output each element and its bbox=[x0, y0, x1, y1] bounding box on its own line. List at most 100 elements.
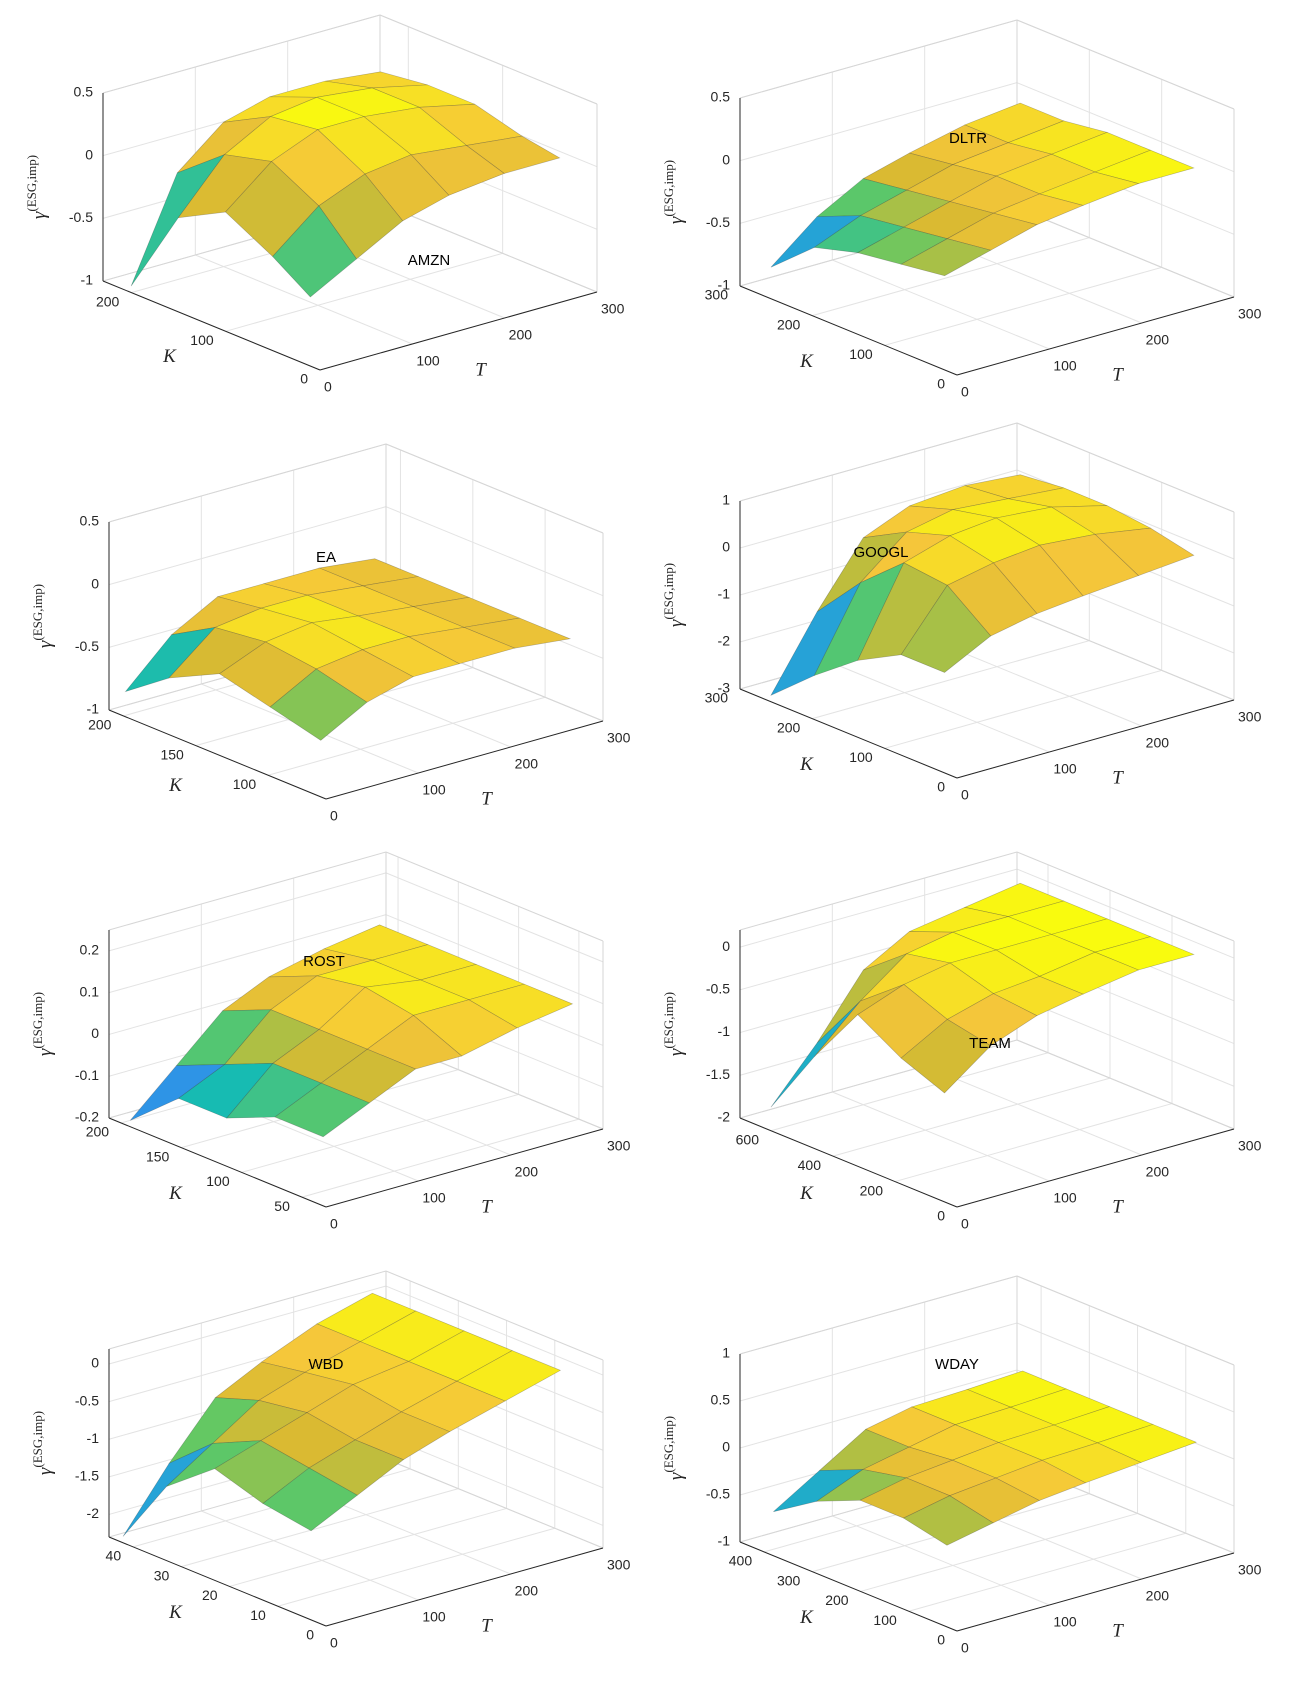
x-tick-label: 100 bbox=[206, 1173, 230, 1189]
z-axis-label: γ(ESG,imp) bbox=[661, 563, 687, 627]
y-tick-label: 100 bbox=[416, 353, 440, 369]
x-axis-label: K bbox=[168, 1183, 183, 1204]
z-tick-label: -1 bbox=[87, 1430, 100, 1446]
x-axis-label: K bbox=[799, 1607, 814, 1628]
x-tick-label: 100 bbox=[873, 1612, 897, 1628]
z-tick-label: -2 bbox=[87, 1505, 100, 1521]
surface-patch bbox=[863, 505, 954, 538]
x-tick-label: 200 bbox=[777, 719, 801, 735]
z-tick-label: 0 bbox=[85, 146, 93, 162]
y-axis-label: T bbox=[481, 1196, 493, 1217]
grid-line bbox=[108, 506, 604, 597]
z-tick-label: 1 bbox=[722, 492, 730, 508]
z-axis-label: γ(ESG,imp) bbox=[661, 1416, 687, 1480]
surface-patch bbox=[859, 1477, 951, 1519]
axis-line bbox=[108, 1349, 604, 1627]
surface-patch bbox=[813, 562, 905, 677]
panel: 01002003000100200300-3-2-101KTγ(ESG,imp)… bbox=[661, 422, 1262, 803]
surface-patch bbox=[274, 1082, 370, 1138]
y-tick-label: 200 bbox=[515, 1583, 539, 1599]
x-tick-label: 50 bbox=[274, 1198, 290, 1214]
surface-patch bbox=[130, 1064, 226, 1121]
x-tick-label: 30 bbox=[154, 1567, 170, 1583]
z-tick-label: 0.1 bbox=[80, 983, 100, 999]
y-axis-label: T bbox=[1112, 1196, 1124, 1217]
x-tick-label: 0 bbox=[937, 376, 945, 392]
surface-patch bbox=[122, 1443, 213, 1537]
surface-patch bbox=[216, 583, 309, 609]
z-axis-superscript: (ESG,imp) bbox=[24, 155, 39, 212]
y-tick-label: 300 bbox=[607, 1557, 631, 1573]
surface-patch bbox=[813, 215, 905, 254]
surface-patch bbox=[964, 102, 1065, 144]
y-tick-label: 300 bbox=[601, 301, 625, 317]
grid-line bbox=[200, 1323, 419, 1601]
z-axis-symbol: γ bbox=[35, 1048, 56, 1056]
x-tick-label: 100 bbox=[849, 749, 873, 765]
x-tick-label: 100 bbox=[849, 346, 873, 362]
y-axis-label: T bbox=[1112, 1620, 1124, 1641]
surface-patch bbox=[949, 1477, 1040, 1524]
x-tick-label: 400 bbox=[729, 1553, 753, 1569]
y-tick-label: 0 bbox=[324, 379, 332, 395]
surface-patch bbox=[272, 205, 357, 298]
y-tick-label: 200 bbox=[515, 1164, 539, 1180]
x-tick-label: 200 bbox=[88, 717, 112, 733]
chart-title: ROST bbox=[303, 953, 345, 970]
z-tick-label: 0 bbox=[722, 1439, 730, 1455]
y-tick-label: 0 bbox=[961, 1216, 969, 1232]
z-tick-label: -0.5 bbox=[69, 209, 93, 225]
surface-patch bbox=[226, 1062, 322, 1119]
x-tick-label: 200 bbox=[860, 1182, 884, 1198]
z-tick-label: -1 bbox=[718, 1023, 731, 1039]
x-tick-label: 0 bbox=[306, 1627, 314, 1643]
axis-line bbox=[108, 522, 604, 800]
panel: 50 100 150 200 0 100 200 300 -0.2 -0.1 0 0.1 0.2 K Tγ(… bbox=[30, 851, 631, 1232]
x-axis-label: K bbox=[799, 754, 814, 775]
z-tick-label: -3 bbox=[718, 680, 731, 696]
grid-line bbox=[108, 872, 604, 963]
axis-line bbox=[739, 930, 1235, 1208]
z-axis-symbol: γ bbox=[666, 1048, 687, 1056]
y-tick-label: 200 bbox=[515, 756, 539, 772]
axis-line bbox=[739, 501, 1235, 779]
chart-title: DLTR bbox=[949, 130, 987, 147]
x-tick-label: 200 bbox=[86, 1124, 110, 1140]
grid-line bbox=[739, 1322, 1235, 1413]
axis-line bbox=[102, 93, 598, 371]
surface-patch bbox=[902, 1495, 994, 1546]
z-tick-label: -0.5 bbox=[75, 1392, 99, 1408]
x-tick-label: 0 bbox=[937, 1632, 945, 1648]
chart-title: GOOGL bbox=[853, 544, 908, 561]
surface-patch bbox=[900, 1019, 992, 1094]
z-axis-superscript: (ESG,imp) bbox=[661, 160, 676, 217]
surface-patch bbox=[168, 627, 267, 679]
y-tick-label: 200 bbox=[1146, 332, 1170, 348]
grid-line bbox=[108, 914, 604, 1005]
chart-title: EA bbox=[316, 549, 336, 566]
z-tick-label: 0 bbox=[722, 151, 730, 167]
x-tick-label: 300 bbox=[777, 1572, 801, 1588]
z-tick-label: 0 bbox=[91, 575, 99, 591]
surface-patch bbox=[997, 1424, 1099, 1461]
surface-patch bbox=[214, 1440, 310, 1504]
grid-line bbox=[739, 19, 1235, 110]
axis-line bbox=[739, 1354, 1235, 1632]
panel: 0 100 200 300 400 0 100 200 300 -1 -0.5 0 0.5 1 K Tγ(ES… bbox=[661, 1275, 1262, 1656]
surface-patch bbox=[770, 1000, 861, 1108]
surface-patch bbox=[816, 953, 907, 1044]
y-tick-label: 200 bbox=[509, 327, 533, 343]
x-tick-label: 150 bbox=[146, 1148, 170, 1164]
chart-title: AMZN bbox=[408, 252, 451, 269]
z-axis-label: γ(ESG,imp) bbox=[24, 155, 50, 219]
z-tick-label: 0.5 bbox=[711, 89, 731, 105]
chart-title: WDAY bbox=[935, 1356, 979, 1373]
z-tick-label: -0.5 bbox=[706, 981, 730, 997]
y-tick-label: 100 bbox=[1053, 358, 1077, 374]
y-axis-label: T bbox=[481, 788, 493, 809]
chart-title: TEAM bbox=[969, 1035, 1011, 1052]
z-tick-label: 0.2 bbox=[80, 942, 100, 958]
z-axis-symbol: γ bbox=[29, 211, 50, 219]
z-axis-label: γ(ESG,imp) bbox=[30, 584, 56, 648]
